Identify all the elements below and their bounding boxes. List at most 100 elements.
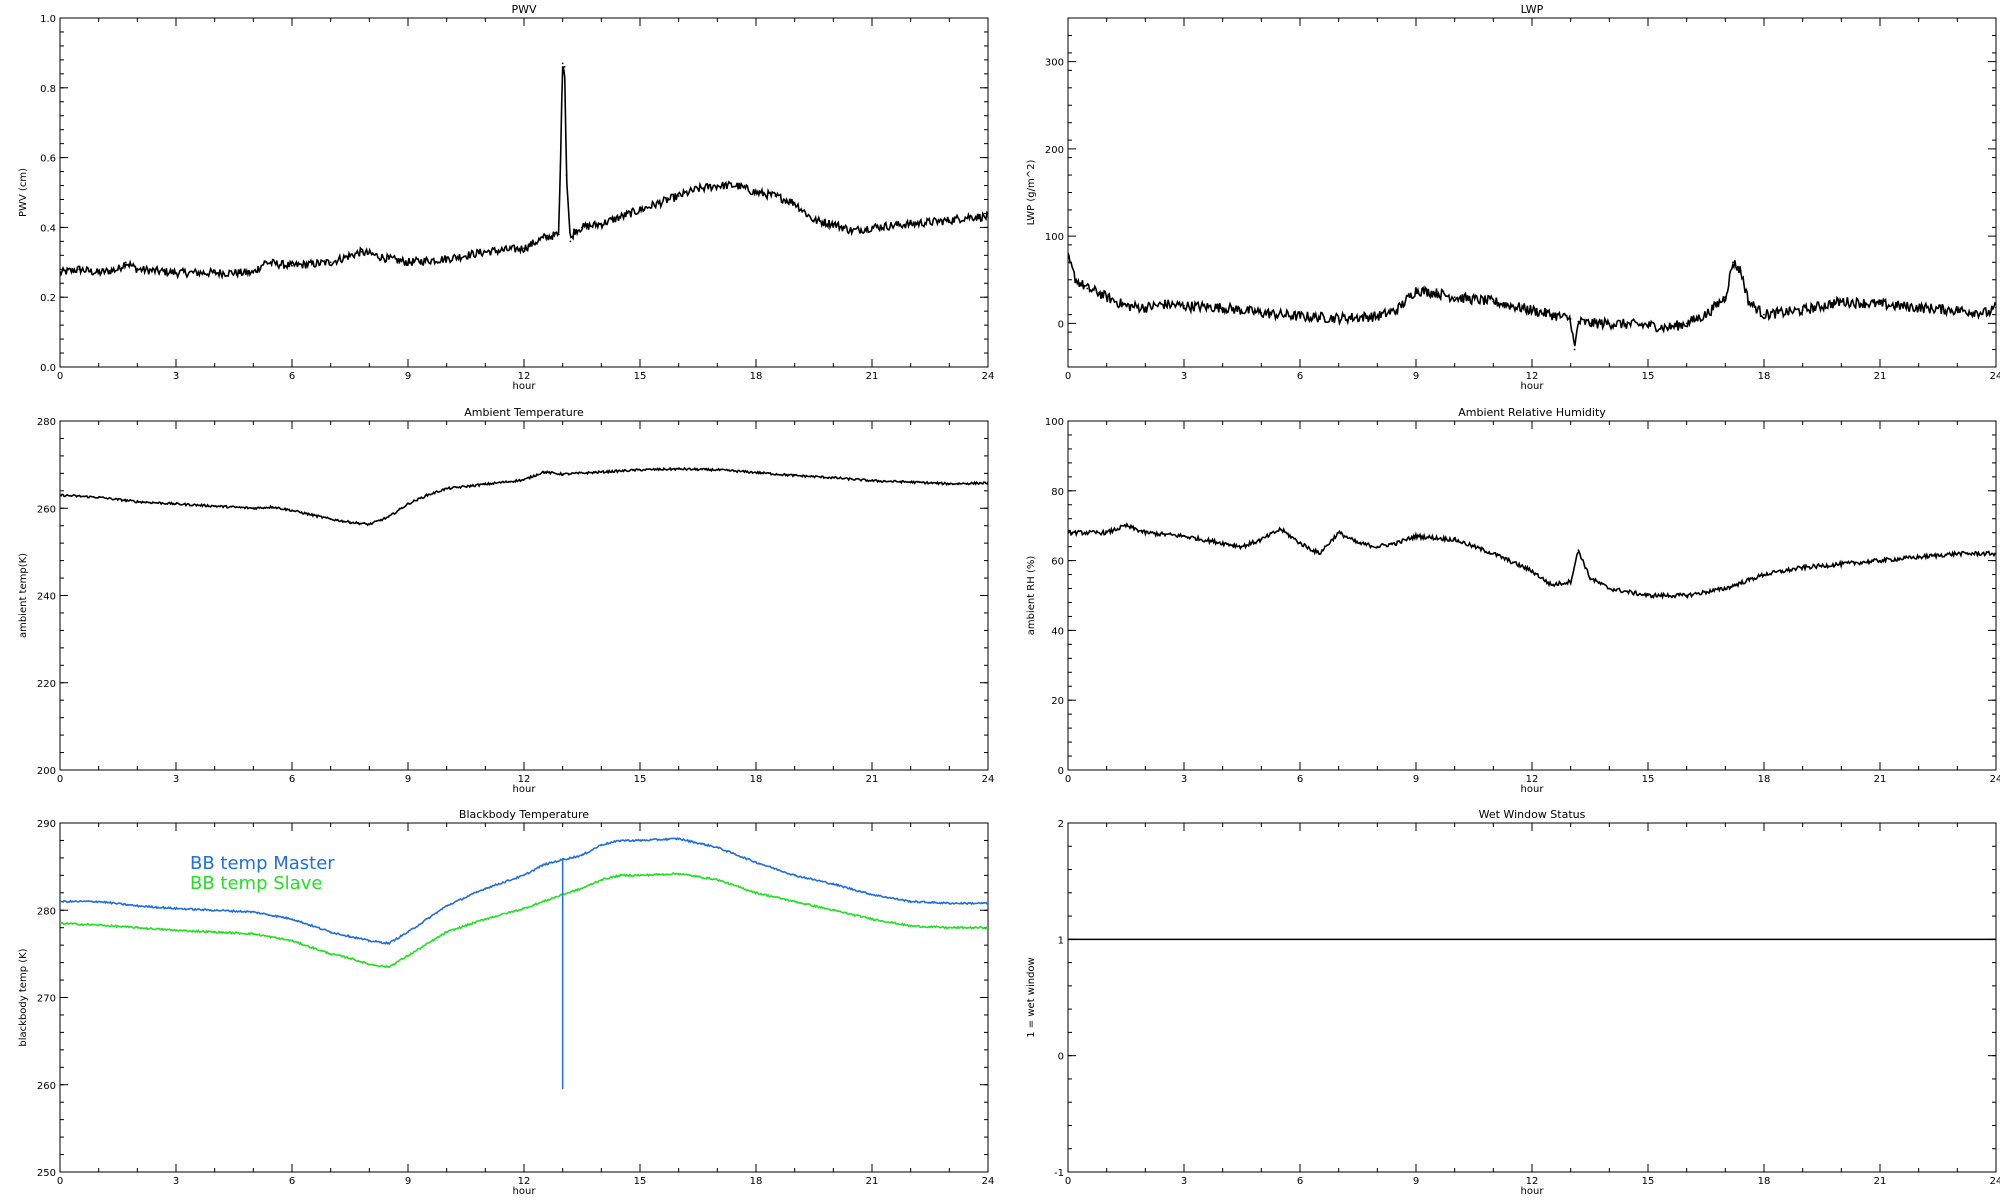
- ambient-temp-title: Ambient Temperature: [464, 406, 584, 419]
- blackbody-temp-point: [948, 902, 951, 905]
- wet-window-xtick-label: 24: [1990, 1176, 2000, 1187]
- lwp-point: [1453, 296, 1456, 299]
- ambient-rh-point: [1105, 531, 1108, 534]
- ambient-temp-point: [136, 500, 139, 503]
- pwv-point: [136, 268, 139, 271]
- blackbody-temp-ytick-label: 260: [37, 1081, 56, 1092]
- ambient-rh-point: [1395, 542, 1398, 545]
- pwv-xtick-label: 3: [173, 371, 179, 382]
- lwp-point: [1879, 303, 1881, 306]
- wet-window-xtick-label: 9: [1413, 1176, 1419, 1187]
- lwp-point: [1685, 322, 1688, 325]
- ambient-temp-point: [329, 518, 332, 521]
- wet-window-xtick-label: 0: [1065, 1176, 1071, 1187]
- blackbody-temp-point: [677, 837, 680, 840]
- lwp-point: [1492, 300, 1495, 303]
- ambient-rh-point: [1183, 535, 1185, 538]
- lwp-point: [1098, 291, 1100, 294]
- ambient-rh-title: Ambient Relative Humidity: [1458, 406, 1606, 419]
- blackbody-temp-point: [213, 931, 216, 933]
- pwv-point: [563, 65, 566, 68]
- wet-window-ytick-label: 2: [1058, 819, 1064, 830]
- ambient-rh-point: [1260, 538, 1263, 541]
- ambient-rh-point: [1492, 552, 1495, 555]
- ambient-rh-point: [1608, 587, 1611, 590]
- lwp-point: [1068, 257, 1069, 259]
- ambient-temp-point: [175, 502, 177, 505]
- blackbody-temp-point: [909, 925, 912, 927]
- ambient-temp-point: [832, 476, 835, 479]
- lwp-point: [1724, 296, 1727, 299]
- pwv-point: [407, 261, 409, 264]
- ambient-rh-ytick-label: 80: [1051, 487, 1064, 498]
- wet-window-xtick-label: 18: [1758, 1176, 1771, 1187]
- ambient-temp-xtick-label: 18: [750, 774, 763, 785]
- ambient-rh-xtick-label: 18: [1758, 774, 1771, 785]
- pwv-xtick-label: 12: [518, 371, 531, 382]
- lwp-point: [1917, 306, 1920, 309]
- blackbody-temp-panel: Blackbody Temperature 0 3 6 9 12 15 18 21 24 hour 2…: [18, 808, 994, 1197]
- blackbody-temp-point: [291, 918, 293, 920]
- ambient-temp-point: [484, 483, 487, 486]
- pwv-title: PWV: [511, 3, 537, 16]
- pwv-point: [97, 271, 100, 274]
- blackbody-temp-point: [909, 900, 912, 903]
- blackbody-temp-point: [60, 922, 61, 925]
- ambient-rh-point: [1241, 545, 1243, 548]
- lwp-xtick-label: 21: [1874, 371, 1887, 382]
- wet-window-xtick-label: 3: [1181, 1176, 1187, 1187]
- ambient-temp-ytick-label: 260: [37, 504, 56, 515]
- wet-window-xtick-label: 21: [1874, 1176, 1887, 1187]
- blackbody-temp-point: [387, 966, 390, 968]
- ambient-rh-point: [1569, 580, 1572, 583]
- ambient-rh-point: [1125, 524, 1127, 527]
- ambient-temp-xtick-label: 24: [982, 774, 995, 785]
- lwp-point: [1666, 326, 1669, 329]
- pwv-point: [600, 223, 603, 225]
- ambient-temp-point: [793, 474, 796, 477]
- blackbody-temp-point: [97, 924, 100, 926]
- blackbody-temp-point: [639, 839, 641, 842]
- pwv-xtick-label: 21: [866, 371, 879, 382]
- blackbody-temp-point: [755, 861, 757, 864]
- ambient-temp-ytick-label: 220: [37, 679, 56, 690]
- blackbody-temp-ytick-label: 250: [37, 1168, 56, 1179]
- lwp-point: [1415, 289, 1417, 292]
- blackbody-temp-point: [175, 929, 177, 932]
- pwv-point: [755, 191, 757, 194]
- lwp-xtick-label: 12: [1526, 371, 1539, 382]
- blackbody-temp-xtick-label: 21: [866, 1176, 879, 1187]
- pwv-point: [78, 268, 81, 271]
- pwv-ytick-label: 0.4: [40, 223, 56, 234]
- blackbody-temp-legend-1: BB temp Slave: [190, 873, 322, 894]
- pwv-panel: PWV 0 3 6 9 12 15 18 21 24 hour 0.0 0.2 0.4 0.6 0.8 1.0 P…: [18, 3, 994, 392]
- pwv-point: [573, 229, 576, 232]
- blackbody-temp-point: [581, 887, 583, 890]
- pwv-point: [484, 250, 487, 253]
- lwp-point: [1608, 322, 1611, 325]
- lwp-point: [1956, 309, 1959, 312]
- lwp-point: [1589, 322, 1591, 325]
- lwp-point: [1376, 315, 1379, 318]
- lwp-point: [1801, 309, 1804, 312]
- pwv-point: [523, 247, 525, 250]
- pwv-point: [851, 229, 854, 232]
- pwv-ytick-label: 0.2: [40, 293, 56, 304]
- blackbody-temp-point: [542, 900, 545, 903]
- wet-window-ytick-label: 0: [1058, 1052, 1064, 1063]
- lwp-point: [1732, 261, 1734, 264]
- ambient-rh-point: [1577, 549, 1580, 552]
- ambient-temp-xtick-label: 6: [289, 774, 295, 785]
- blackbody-temp-point: [619, 839, 622, 842]
- ambient-rh-frame: [1067, 420, 1997, 771]
- blackbody-temp-point: [755, 891, 757, 894]
- wet-window-xtick-label: 12: [1526, 1176, 1539, 1187]
- ambient-rh-ytick-label: 40: [1051, 626, 1064, 637]
- blackbody-temp-xtick-label: 18: [750, 1176, 763, 1187]
- lwp-point: [1840, 300, 1843, 303]
- lwp-point: [1221, 306, 1224, 309]
- blackbody-temp-point: [329, 931, 332, 933]
- ambient-temp-point: [716, 468, 719, 471]
- blackbody-temp-ylabel: blackbody temp (K): [18, 948, 29, 1046]
